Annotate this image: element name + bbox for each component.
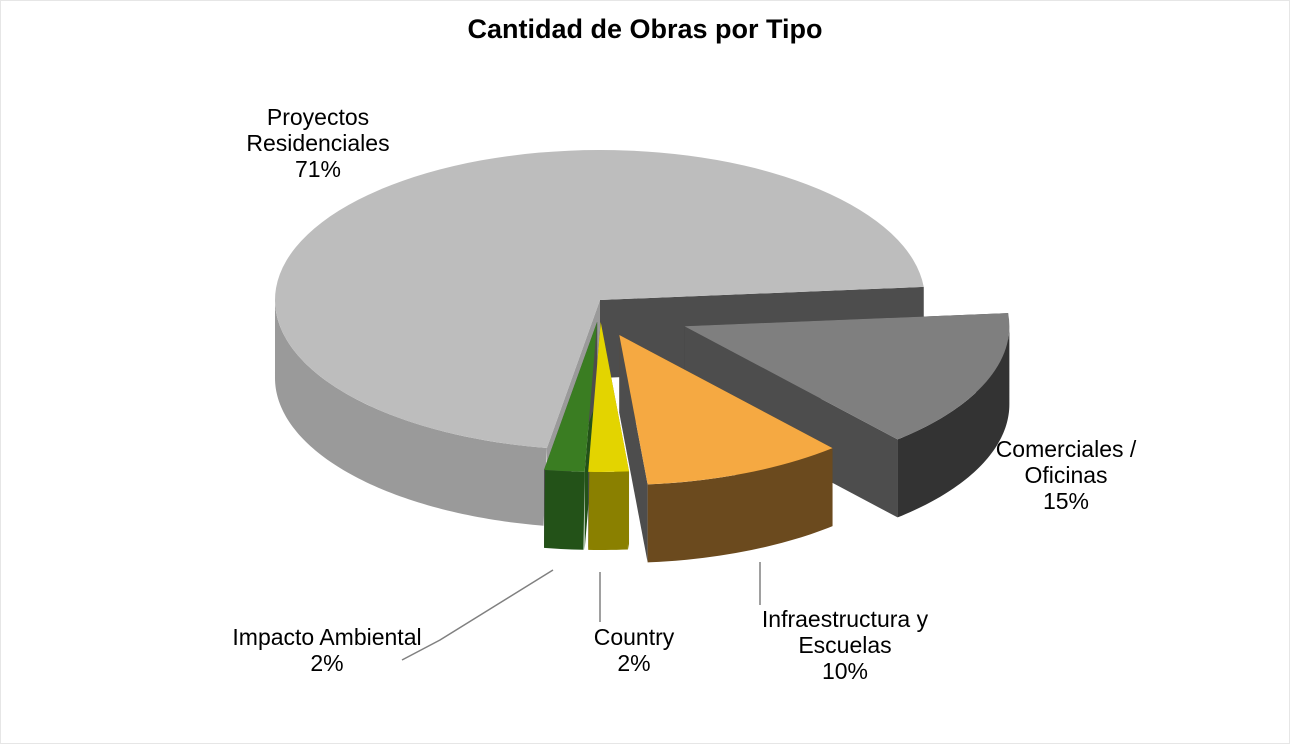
label-comerciales: Comerciales / Oficinas 15% xyxy=(966,436,1166,514)
pie-slice-2 xyxy=(588,321,630,550)
leader-line-impacto xyxy=(401,569,554,661)
leader-lines xyxy=(401,562,761,661)
label-residenciales-pct: 71% xyxy=(294,156,342,182)
label-country: Country 2% xyxy=(594,624,675,676)
label-impacto-pct: 2% xyxy=(310,650,344,676)
slice-cut-face xyxy=(619,334,648,563)
slice-top-proyectos-residenciales xyxy=(274,149,924,448)
slice-side-wall xyxy=(897,326,1010,518)
label-residenciales-name: Proyectos Residenciales xyxy=(246,104,390,156)
slice-side-wall xyxy=(275,301,547,526)
label-impacto-name: Impacto Ambiental xyxy=(232,624,422,650)
label-country-name: Country xyxy=(593,624,675,650)
slice-top-comerciales-oficinas xyxy=(684,313,1010,440)
label-comerciales-name: Comerciales / Oficinas xyxy=(995,436,1137,488)
slice-cut-face xyxy=(684,326,898,518)
slice-side-wall xyxy=(588,471,630,550)
label-residenciales: Proyectos Residenciales 71% xyxy=(218,104,418,182)
pie-slice-4 xyxy=(684,313,1010,518)
pie-slice-1 xyxy=(544,321,598,550)
label-infraestructura: Infraestructura y Escuelas 10% xyxy=(730,606,960,684)
slice-top-impacto-ambiental xyxy=(544,321,598,472)
slice-side-wall xyxy=(544,469,585,550)
pie-slice-3 xyxy=(619,334,833,563)
label-country-pct: 2% xyxy=(617,650,651,676)
label-infraestructura-pct: 10% xyxy=(821,658,869,684)
label-infraestructura-name: Infraestructura y Escuelas xyxy=(761,606,929,658)
slice-top-country xyxy=(588,321,630,472)
label-impacto: Impacto Ambiental 2% xyxy=(232,624,421,676)
chart-title: Cantidad de Obras por Tipo xyxy=(467,14,823,44)
slice-side-wall xyxy=(647,448,833,563)
slice-top-infraestructura-y-escuelas xyxy=(619,334,833,485)
label-comerciales-pct: 15% xyxy=(1042,488,1090,514)
